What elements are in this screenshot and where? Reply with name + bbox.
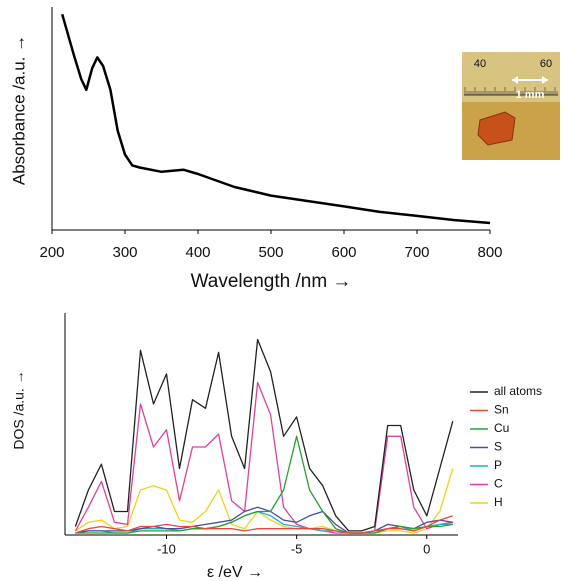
data-line	[75, 468, 454, 534]
legend-label: Sn	[494, 403, 509, 417]
legend-label: all atoms	[494, 384, 542, 398]
legend-label: Cu	[494, 421, 509, 435]
legend-label: S	[494, 440, 502, 454]
legend-label: C	[494, 477, 503, 491]
x-tick-label: 700	[404, 244, 429, 261]
y-axis-label: DOS /a.u. →	[11, 370, 27, 449]
x-axis-label: ε /eV →	[207, 564, 263, 581]
x-tick-label: -5	[291, 541, 303, 556]
data-line	[74, 381, 453, 534]
ruler-label: 60	[540, 58, 552, 70]
x-tick-label: 500	[258, 244, 283, 261]
ruler-ticks	[464, 87, 558, 95]
data-line	[74, 338, 454, 532]
x-tick-label: 200	[39, 244, 64, 261]
inset-photo	[462, 52, 560, 160]
y-axis-label: Absorbance /a.u. →	[9, 35, 28, 185]
x-tick-label: 400	[185, 244, 210, 261]
ruler-label: 40	[474, 58, 486, 70]
data-line	[75, 515, 454, 534]
x-tick-label: -10	[157, 541, 176, 556]
data-line	[75, 506, 453, 534]
x-tick-label: 0	[423, 541, 430, 556]
legend-label: H	[494, 495, 503, 509]
x-tick-label: 600	[331, 244, 356, 261]
x-axis-label: Wavelength /nm →	[191, 271, 352, 292]
x-tick-label: 800	[477, 244, 502, 261]
data-line	[60, 13, 491, 225]
legend-label: P	[494, 458, 502, 472]
x-tick-label: 300	[112, 244, 137, 261]
crystal	[477, 111, 516, 146]
scale-label: 1 mm	[516, 89, 545, 101]
